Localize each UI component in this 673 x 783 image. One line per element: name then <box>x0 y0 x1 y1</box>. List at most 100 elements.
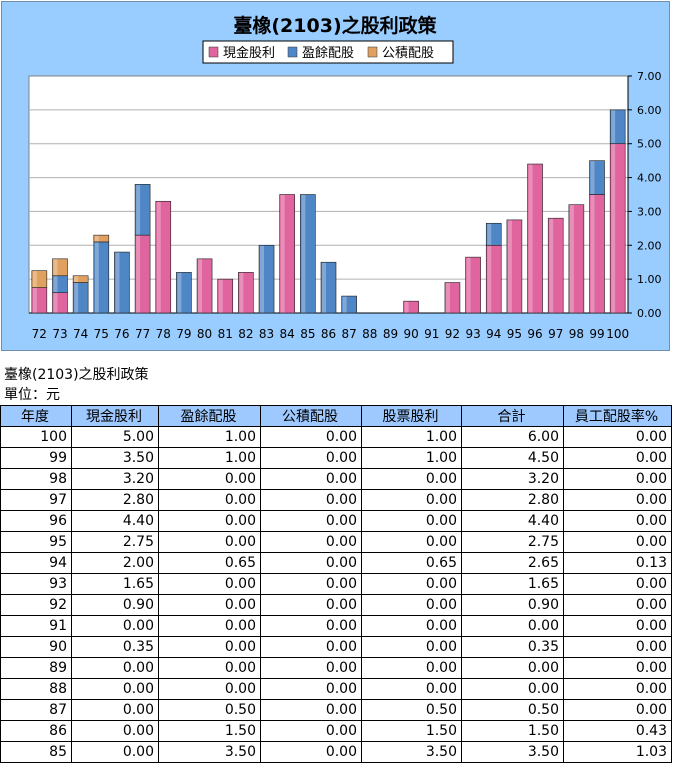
table-row: 91 0.00 0.00 0.00 0.00 0.00 0.00 <box>0 615 672 637</box>
chart-panel: 臺橡(2103)之股利政策 現金股利 盈餘配股 公積配股 0.00 1.00 2.00 3.0… <box>1 1 670 351</box>
table-cell: 0.00 <box>71 615 159 637</box>
table-cell: 0.00 <box>158 657 261 679</box>
bar-segment <box>444 282 461 314</box>
table-cell: 0.50 <box>158 699 261 721</box>
column-header: 合計 <box>461 405 564 427</box>
bar-segment <box>155 200 172 314</box>
table-cell: 0.00 <box>563 657 672 679</box>
x-tick-label: 95 <box>507 327 522 341</box>
table-row: 92 0.90 0.00 0.00 0.00 0.90 0.00 <box>0 594 672 616</box>
table-cell: 2.65 <box>461 552 564 574</box>
table-cell: 91 <box>0 615 72 637</box>
y-tick-label: 3.00 <box>637 205 662 218</box>
table-row: 89 0.00 0.00 0.00 0.00 0.00 0.00 <box>0 657 672 679</box>
table-cell: 92 <box>0 594 72 616</box>
y-tick-label: 0.00 <box>637 307 662 320</box>
bar-segment <box>609 109 626 145</box>
table-cell: 1.00 <box>361 426 462 448</box>
x-tick-label: 73 <box>52 327 67 341</box>
table-cell: 0.00 <box>361 510 462 532</box>
table-cell: 3.20 <box>71 468 159 490</box>
bar-highlight <box>301 195 306 313</box>
table-cell: 0.00 <box>361 531 462 553</box>
table-cell: 0.00 <box>260 594 362 616</box>
table-cell: 98 <box>0 468 72 490</box>
table-row: 85 0.00 3.50 0.00 3.50 3.50 1.03 <box>0 741 672 763</box>
x-tick-label: 98 <box>569 327 584 341</box>
x-tick-label: 92 <box>445 327 460 341</box>
bar-segment <box>320 261 337 314</box>
table-cell: 2.80 <box>71 489 159 511</box>
table-row: 94 2.00 0.65 0.00 0.65 2.65 0.13 <box>0 552 672 574</box>
table-cell: 0.00 <box>361 615 462 637</box>
bar-segment <box>72 275 89 283</box>
table-row: 87 0.00 0.50 0.00 0.50 0.50 0.00 <box>0 699 672 721</box>
x-tick-label: 93 <box>465 327 480 341</box>
x-tick-label: 89 <box>383 327 398 341</box>
table-row: 86 0.00 1.50 0.00 1.50 1.50 0.43 <box>0 720 672 742</box>
x-tick-label: 82 <box>238 327 253 341</box>
x-tick-label: 91 <box>424 327 439 341</box>
x-tick-label: 84 <box>280 327 295 341</box>
table-cell: 87 <box>0 699 72 721</box>
table-row: 90 0.35 0.00 0.00 0.00 0.35 0.00 <box>0 636 672 658</box>
bar-segment <box>114 251 130 314</box>
bar-segment <box>403 300 419 314</box>
table-cell: 0.00 <box>563 636 672 658</box>
bar-highlight <box>32 271 37 288</box>
table-cell: 0.00 <box>260 678 362 700</box>
legend-label: 盈餘配股 <box>302 45 354 61</box>
legend-box <box>202 40 454 64</box>
bar-highlight <box>611 144 616 313</box>
legend-swatch <box>208 46 219 58</box>
bar-highlight <box>611 110 616 144</box>
bar-highlight <box>115 252 120 313</box>
table-cell: 0.00 <box>563 489 672 511</box>
table-row: 98 3.20 0.00 0.00 0.00 3.20 0.00 <box>0 468 672 490</box>
table-cell: 4.50 <box>461 447 564 469</box>
table-cell: 0.50 <box>361 699 462 721</box>
table-cell: 0.00 <box>158 510 261 532</box>
legend-swatch <box>367 46 378 58</box>
table-row: 95 2.75 0.00 0.00 0.00 2.75 0.00 <box>0 531 672 553</box>
table-cell: 1.03 <box>563 741 672 763</box>
bar-segment <box>506 219 523 314</box>
bar-segment <box>217 278 234 314</box>
x-tick-label: 76 <box>114 327 129 341</box>
bar-segment <box>527 163 543 314</box>
dividend-table-container: 年度 現金股利 盈餘配股 公積配股 股票股利 合計 員工配股率% 100 5.00 1.00 0.… <box>0 405 672 763</box>
y-tick-label: 5.00 <box>637 138 662 151</box>
table-cell: 88 <box>0 678 72 700</box>
bar-segment <box>93 234 110 243</box>
table-cell: 0.00 <box>71 699 159 721</box>
table-cell: 2.00 <box>71 552 159 574</box>
table-cell: 94 <box>0 552 72 574</box>
table-cell: 85 <box>0 741 72 763</box>
table-row: 93 1.65 0.00 0.00 0.00 1.65 0.00 <box>0 573 672 595</box>
bar-highlight <box>404 301 409 313</box>
table-cell: 0.00 <box>260 552 362 574</box>
table-cell: 99 <box>0 447 72 469</box>
caption-title: 臺橡(2103)之股利政策 <box>4 367 149 383</box>
table-cell: 0.00 <box>158 636 261 658</box>
y-tick-label: 7.00 <box>637 70 662 83</box>
bar-highlight <box>198 259 203 313</box>
table-cell: 0.00 <box>260 657 362 679</box>
table-cell: 1.00 <box>158 426 261 448</box>
table-cell: 0.65 <box>158 552 261 574</box>
table-cell: 5.00 <box>71 426 159 448</box>
bar-highlight <box>53 276 58 293</box>
table-cell: 0.00 <box>158 594 261 616</box>
x-tick-label: 83 <box>259 327 274 341</box>
table-cell: 1.65 <box>461 573 564 595</box>
y-tick-label: 1.00 <box>637 273 662 286</box>
table-cell: 0.00 <box>158 573 261 595</box>
table-cell: 0.00 <box>260 447 362 469</box>
table-cell: 0.00 <box>260 720 362 742</box>
bar-segment <box>589 160 605 195</box>
x-tick-label: 79 <box>176 327 191 341</box>
chart-title: 臺橡(2103)之股利政策 <box>233 14 437 37</box>
bar-segment <box>196 258 213 314</box>
x-tick-label: 72 <box>32 327 47 341</box>
table-cell: 90 <box>0 636 72 658</box>
